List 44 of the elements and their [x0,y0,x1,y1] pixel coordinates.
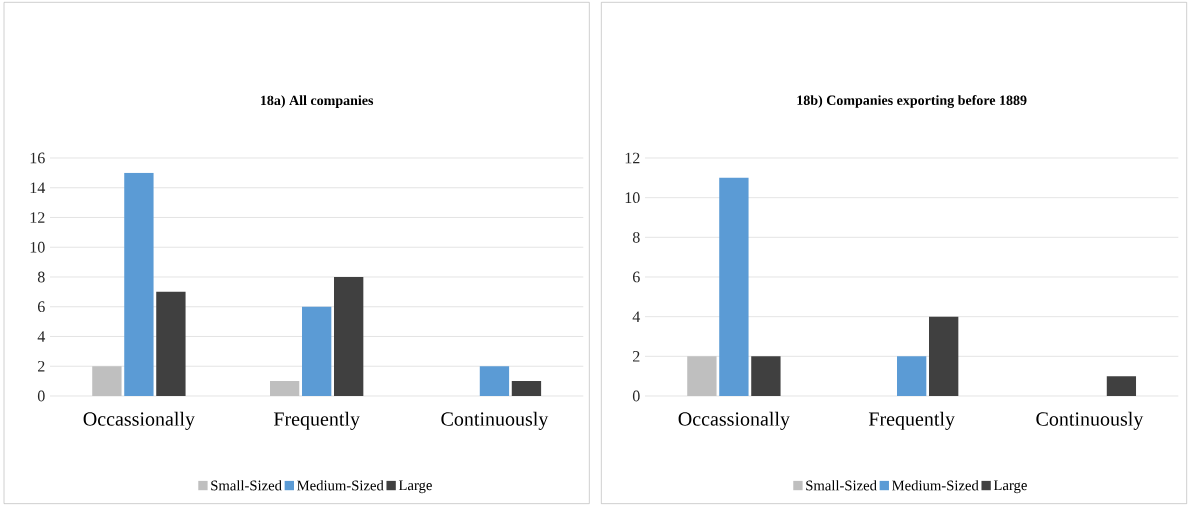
y-tick-label: 14 [30,182,46,194]
legend-label: Medium-Sized [892,480,979,491]
y-tick-label: 10 [625,192,640,204]
bar [124,172,154,396]
x-tick-label: Continuously [441,411,549,430]
x-tick-label: Occassionally [83,411,195,430]
legend-label: Large [398,480,432,494]
x-tick-label: Frequently [868,411,955,430]
bar [156,291,186,396]
legend-label: Medium-Sized [297,480,384,491]
chart-title: 18a) All companies [261,95,374,108]
y-tick-label: 12 [30,212,45,223]
bar [302,306,332,396]
y-tick-label: 4 [37,331,46,342]
bar [751,356,781,396]
bar [270,381,300,396]
y-tick-label: 0 [632,390,640,402]
bar [479,366,510,396]
bar [719,177,749,396]
y-tick-label: 16 [30,152,45,164]
x-tick-label: Frequently [273,411,360,430]
bar [687,356,717,396]
y-tick-label: 2 [633,351,640,362]
y-tick-label: 6 [37,301,45,313]
bar [92,366,122,396]
y-tick-label: 2 [38,360,45,372]
legend-label: Large [993,480,1027,494]
bar [897,356,927,396]
y-tick-label: 4 [632,311,641,322]
bar [511,381,542,396]
bar [1106,376,1137,396]
chart-title: 18b) Companies exporting before 1889 [797,95,1027,108]
y-tick-label: 8 [632,231,640,243]
bar [334,276,364,396]
y-tick-label: 6 [632,271,640,283]
y-tick-label: 10 [30,241,45,253]
y-tick-label: 8 [37,271,45,283]
y-tick-label: 0 [37,390,45,402]
y-tick-label: 12 [625,152,640,164]
x-tick-label: Occassionally [678,411,790,430]
legend-label: Small-Sized [211,480,282,491]
bar [929,316,959,396]
legend-label: Small-Sized [806,480,877,491]
x-tick-label: Continuously [1036,411,1144,430]
